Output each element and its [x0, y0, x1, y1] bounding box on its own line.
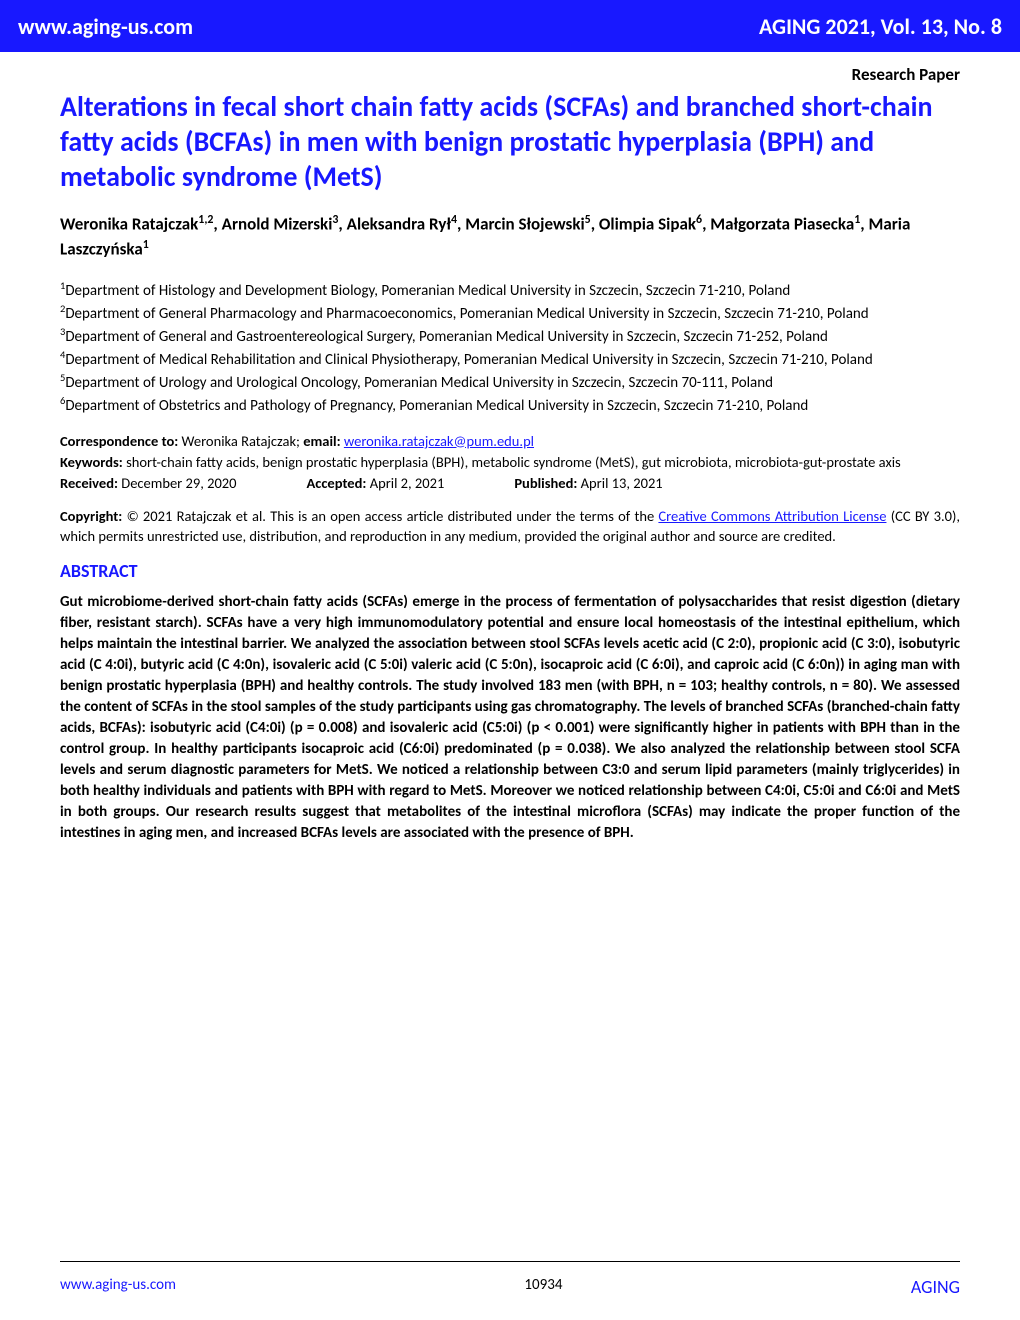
- banner-left: www.aging-us.com: [18, 13, 193, 40]
- copyright-text1: © 2021 Ratajczak et al. This is an open …: [127, 507, 659, 525]
- corr-email-link[interactable]: weronika.ratajczak@pum.edu.pl: [344, 432, 534, 450]
- dates-row: Received: December 29, 2020 Accepted: Ap…: [60, 473, 960, 494]
- keywords-label: Keywords:: [60, 453, 123, 471]
- correspondence-block: Correspondence to: Weronika Ratajczak; e…: [60, 431, 960, 494]
- footer-page-number: 10934: [524, 1276, 562, 1298]
- affiliation: 4Department of Medical Rehabilitation an…: [60, 348, 960, 371]
- footer-journal: AGING: [911, 1276, 960, 1298]
- affiliation: 5Department of Urology and Urological On…: [60, 371, 960, 394]
- paper-type-label: Research Paper: [60, 64, 960, 85]
- page-footer: www.aging-us.com 10934 AGING: [60, 1276, 960, 1298]
- affiliation: 1Department of Histology and Development…: [60, 279, 960, 302]
- journal-banner: www.aging-us.com AGING 2021, Vol. 13, No…: [0, 0, 1020, 52]
- affiliation: 6Department of Obstetrics and Pathology …: [60, 394, 960, 417]
- email-label: email:: [303, 432, 340, 450]
- corr-label: Correspondence to:: [60, 432, 178, 450]
- footer-url: www.aging-us.com: [60, 1276, 176, 1298]
- corr-name: Weronika Ratajczak;: [182, 432, 300, 450]
- correspondence-line: Correspondence to: Weronika Ratajczak; e…: [60, 431, 960, 452]
- published-date: Published: April 13, 2021: [514, 473, 662, 494]
- copyright-block: Copyright: © 2021 Ratajczak et al. This …: [60, 506, 960, 547]
- article-title: Alterations in fecal short chain fatty a…: [60, 89, 960, 194]
- accepted-date: Accepted: April 2, 2021: [307, 473, 445, 494]
- abstract-text: Gut microbiome-derived short-chain fatty…: [60, 592, 960, 844]
- keywords-text: short-chain fatty acids, benign prostati…: [126, 453, 901, 471]
- affiliation: 2Department of General Pharmacology and …: [60, 302, 960, 325]
- abstract-heading: ABSTRACT: [60, 560, 960, 582]
- author-list: Weronika Ratajczak1,2, Arnold Mizerski3,…: [60, 212, 960, 263]
- received-date: Received: December 29, 2020: [60, 473, 237, 494]
- footer-divider: [60, 1261, 960, 1262]
- page-content: Research Paper Alterations in fecal shor…: [0, 52, 1020, 844]
- keywords-line: Keywords: short-chain fatty acids, benig…: [60, 452, 960, 473]
- license-link[interactable]: Creative Commons Attribution License: [658, 507, 886, 525]
- affiliation: 3Department of General and Gastroentereo…: [60, 325, 960, 348]
- banner-right: AGING 2021, Vol. 13, No. 8: [759, 13, 1002, 40]
- copyright-label: Copyright:: [60, 507, 122, 525]
- affiliations-block: 1Department of Histology and Development…: [60, 279, 960, 417]
